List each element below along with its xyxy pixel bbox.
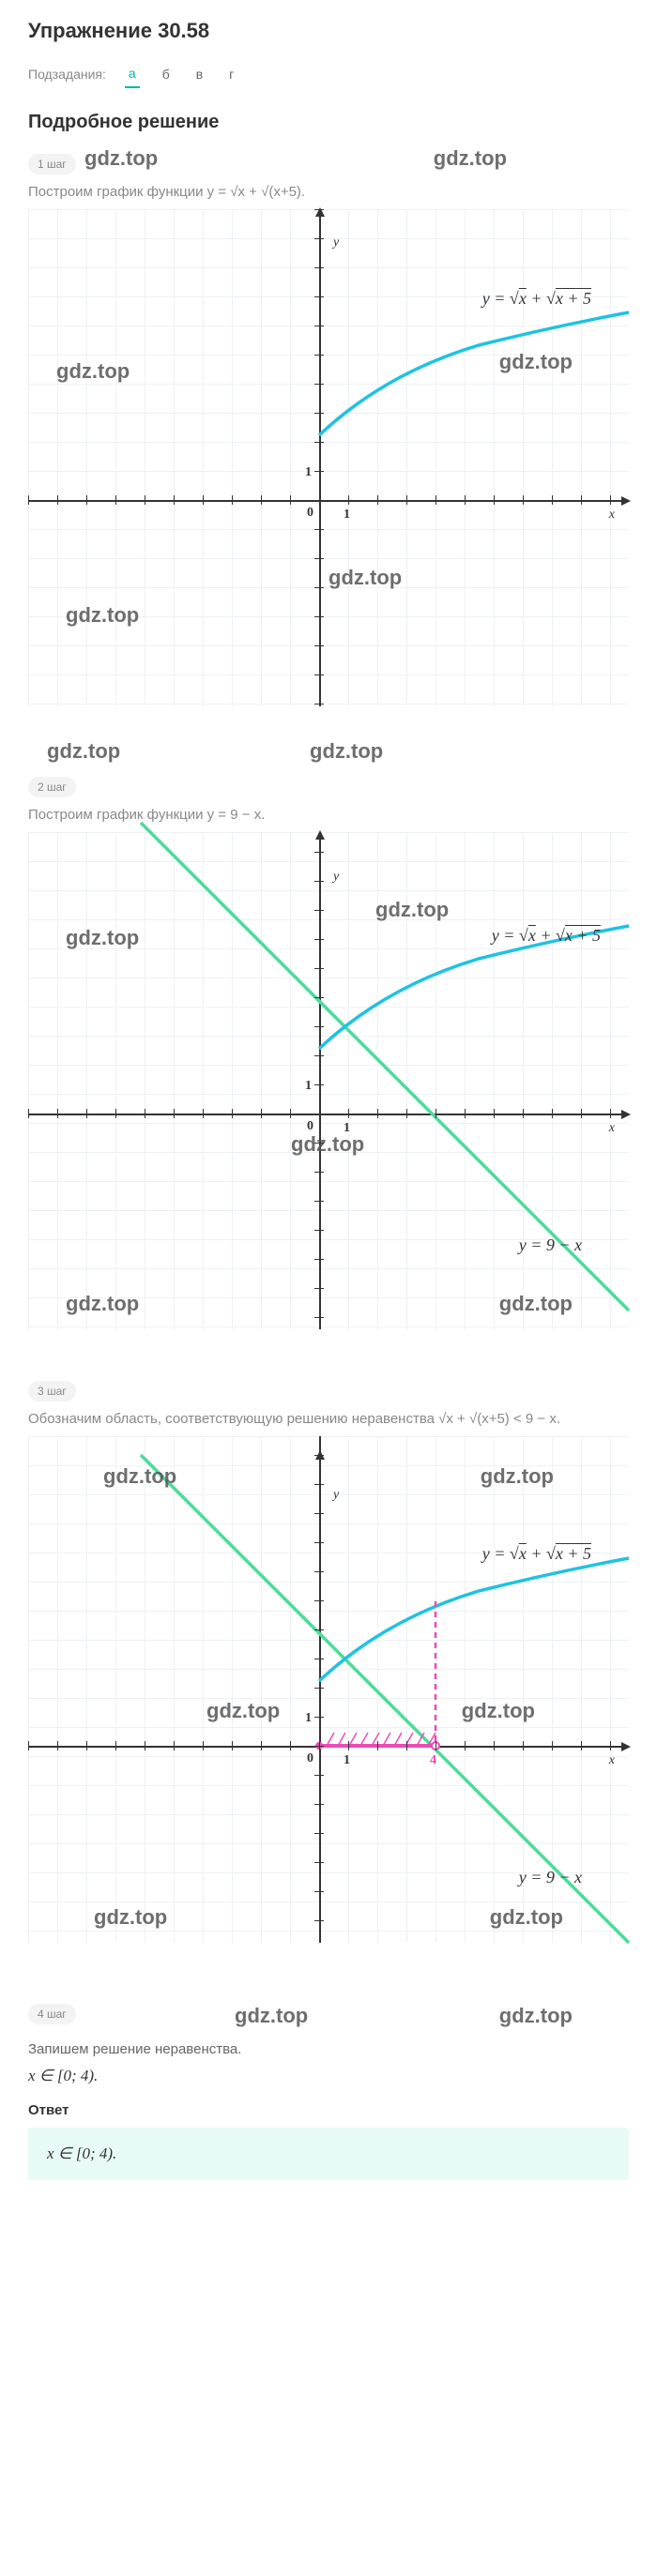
watermark: gdz.top [66,1292,139,1316]
watermark: gdz.top [434,146,507,171]
answer-label: Ответ [28,2102,629,2118]
graph-1: y x 0 1 1 y = x + x + 5 gdz.top gdz.top … [28,209,629,706]
formula-line: y = 9 − x [519,1868,582,1887]
step3-text: Обозначим область, соответствующую решен… [28,1411,629,1427]
watermark: gdz.top [103,1464,176,1489]
answer-box: x ∈ [0; 4). [28,2128,629,2180]
watermark: gdz.top [499,1292,573,1316]
watermark: gdz.top [94,1905,167,1930]
result-math: x ∈ [0; 4). [28,2067,629,2085]
step4-badge: 4 шаг [28,2004,76,2024]
subtask-b[interactable]: б [159,61,174,87]
watermark: gdz.top [206,1699,280,1723]
subtask-v[interactable]: в [192,61,206,87]
watermark: gdz.top [47,739,120,764]
watermark: gdz.top [84,146,158,171]
section-title: Подробное решение [28,112,629,133]
watermark: gdz.top [375,898,449,922]
subtask-a[interactable]: а [125,60,140,88]
page-title: Упражнение 30.58 [28,19,629,43]
watermark: gdz.top [291,1132,364,1157]
subtask-g[interactable]: г [225,61,237,87]
step1-badge: 1 шаг [28,154,76,174]
answer-text: x ∈ [0; 4). [47,2144,116,2162]
watermark: gdz.top [499,350,573,374]
subtasks-label: Подзадания: [28,67,106,82]
watermark: gdz.top [481,1464,554,1489]
formula-curve: y = x + x + 5 [482,1544,591,1564]
watermark: gdz.top [499,2004,573,2028]
watermark: gdz.top [66,926,139,950]
graph-2: y x 0 1 1 y = x + x + 5 y = 9 − x gdz.to… [28,832,629,1329]
watermark: gdz.top [56,359,130,384]
step4-text: Запишем решение неравенства. [28,2041,629,2057]
step3-badge: 3 шаг [28,1381,76,1402]
watermark: gdz.top [490,1905,563,1930]
step1-text: Построим график функции y = √x + √(x+5). [28,184,629,200]
watermark: gdz.top [328,566,402,590]
graph-3: y x 0 1 4 1 y = x + x + 5 y = 9 − x gdz.… [28,1436,629,1943]
formula-curve: y = x + x + 5 [482,289,591,309]
step2-badge: 2 шаг [28,777,76,797]
watermark: gdz.top [310,739,383,764]
subtasks-row: Подзадания: а б в г [28,60,629,88]
watermark: gdz.top [462,1699,535,1723]
curve-sqrt [28,209,629,706]
watermark: gdz.top [66,603,139,628]
formula-line: y = 9 − x [519,1235,582,1255]
formula-curve: y = x + x + 5 [492,926,601,946]
step2-text: Построим график функции y = 9 − x. [28,807,629,823]
watermark: gdz.top [235,2004,308,2028]
curves-3 [28,1436,629,1943]
